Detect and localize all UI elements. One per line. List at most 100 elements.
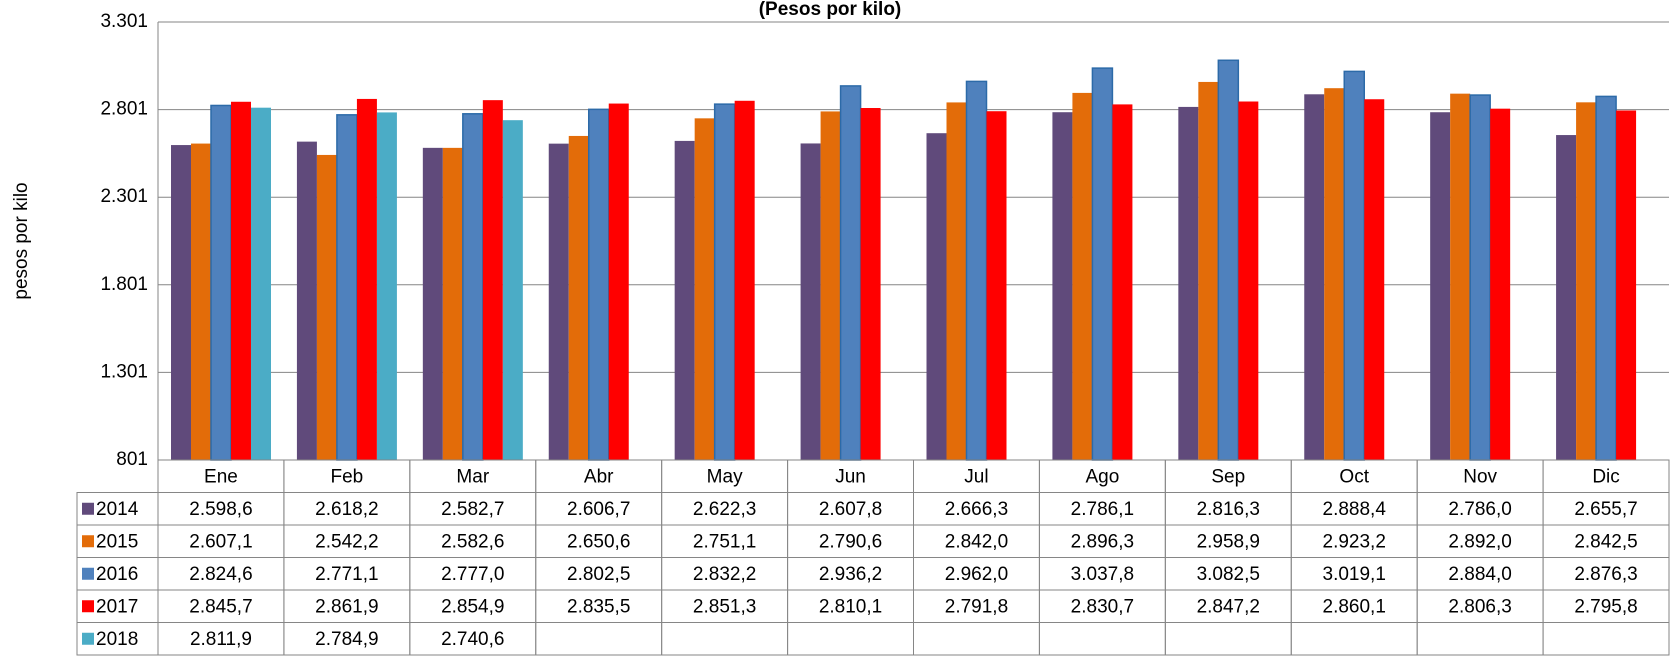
table-value: 2.786,1 — [1071, 499, 1134, 520]
table-value: 2.598,6 — [189, 499, 252, 520]
x-tick-label: Jul — [964, 466, 988, 487]
table-value: 2.884,0 — [1448, 564, 1511, 585]
table-value: 2.791,8 — [945, 596, 1008, 617]
table-value: 2.666,3 — [945, 499, 1008, 520]
table-value: 2.896,3 — [1071, 531, 1134, 552]
table-value: 3.037,8 — [1071, 564, 1134, 585]
bar — [1616, 110, 1637, 460]
bar — [1430, 112, 1451, 460]
bar — [462, 113, 484, 461]
bar — [1364, 99, 1385, 461]
table-value: 2.607,8 — [819, 499, 882, 520]
bar — [860, 108, 881, 460]
table-value: 2.923,2 — [1323, 531, 1386, 552]
bar — [734, 100, 755, 460]
table-value: 2.771,1 — [315, 564, 378, 585]
table-value: 2.810,1 — [819, 596, 882, 617]
bar — [1238, 101, 1259, 460]
table-value: 2.806,3 — [1448, 596, 1511, 617]
y-tick-label: 3.301 — [100, 11, 148, 32]
x-tick-label: May — [707, 466, 743, 487]
x-tick-label: Oct — [1339, 466, 1369, 487]
y-tick-label: 2.801 — [100, 99, 148, 120]
bar — [1450, 93, 1471, 460]
table-value: 2.784,9 — [315, 629, 378, 650]
table-value: 2.790,6 — [819, 531, 882, 552]
table-value: 2.842,0 — [945, 531, 1008, 552]
table-value: 2.832,2 — [693, 564, 756, 585]
bar — [296, 141, 317, 460]
bar — [316, 154, 337, 460]
legend-label: 2014 — [96, 499, 139, 520]
legend-label: 2015 — [96, 531, 138, 552]
bar — [1072, 92, 1093, 460]
table-value: 2.816,3 — [1197, 499, 1260, 520]
x-tick-label: Dic — [1592, 466, 1619, 487]
bar — [1198, 81, 1219, 461]
bar — [376, 112, 397, 461]
legend-label: 2016 — [96, 564, 138, 585]
x-tick-label: Jun — [835, 466, 866, 487]
table-value: 2.582,6 — [441, 531, 504, 552]
x-tick-label: Feb — [331, 466, 364, 487]
table-value: 2.802,5 — [567, 564, 630, 585]
chart-title: (Pesos por kilo) — [759, 0, 902, 20]
legend-label: 2017 — [96, 596, 138, 617]
table-value: 2.786,0 — [1448, 499, 1511, 520]
table-value: 2.842,5 — [1574, 531, 1637, 552]
bar — [694, 118, 715, 461]
bar — [1178, 106, 1199, 461]
y-tick-label: 2.301 — [100, 186, 148, 207]
bar — [1576, 102, 1597, 461]
y-tick-label: 1.301 — [100, 361, 148, 382]
bar — [1112, 104, 1133, 461]
x-tick-label: Abr — [584, 466, 614, 487]
table-value: 2.824,6 — [189, 564, 252, 585]
bar — [422, 147, 443, 460]
bar — [1343, 70, 1365, 461]
bar — [1304, 94, 1325, 460]
bar — [674, 140, 695, 460]
bar — [210, 104, 232, 461]
bar — [482, 100, 503, 460]
table-value: 2.876,3 — [1574, 564, 1637, 585]
bar — [231, 101, 251, 461]
table-value: 2.795,8 — [1574, 596, 1637, 617]
legend-key — [82, 600, 94, 613]
table-value: 2.835,5 — [567, 596, 630, 617]
x-tick-label: Mar — [456, 466, 489, 487]
bar — [588, 108, 610, 461]
bar — [1469, 94, 1491, 461]
legend-key — [82, 535, 94, 548]
x-tick-label: Ago — [1085, 466, 1119, 487]
bar — [1217, 59, 1240, 461]
table-row — [76, 622, 1670, 656]
table-value: 2.854,9 — [441, 596, 504, 617]
bar — [800, 143, 821, 460]
table-value: 3.082,5 — [1197, 564, 1260, 585]
table-value: 2.777,0 — [441, 564, 504, 585]
bar — [1091, 67, 1114, 461]
y-axis-label: pesos por kilo — [11, 182, 32, 299]
bar — [1556, 135, 1577, 460]
bar — [1052, 112, 1073, 460]
y-tick-label: 1.801 — [100, 274, 148, 295]
bar — [839, 85, 862, 461]
table-value: 2.888,4 — [1323, 499, 1387, 520]
y-tick-label: 801 — [116, 449, 148, 470]
table-value: 2.606,7 — [567, 499, 630, 520]
table-value: 2.962,0 — [945, 564, 1008, 585]
table-value: 2.740,6 — [441, 629, 504, 650]
x-tick-label: Sep — [1211, 466, 1245, 487]
bar — [336, 114, 358, 461]
bar — [820, 111, 841, 460]
bar — [442, 147, 463, 460]
bar — [1595, 95, 1617, 461]
table-value: 2.861,9 — [315, 596, 378, 617]
bar — [946, 102, 967, 460]
table-value: 2.618,2 — [315, 499, 378, 520]
table-value: 2.650,6 — [567, 531, 630, 552]
table-value: 2.860,1 — [1323, 596, 1386, 617]
table-value: 3.019,1 — [1323, 564, 1386, 585]
